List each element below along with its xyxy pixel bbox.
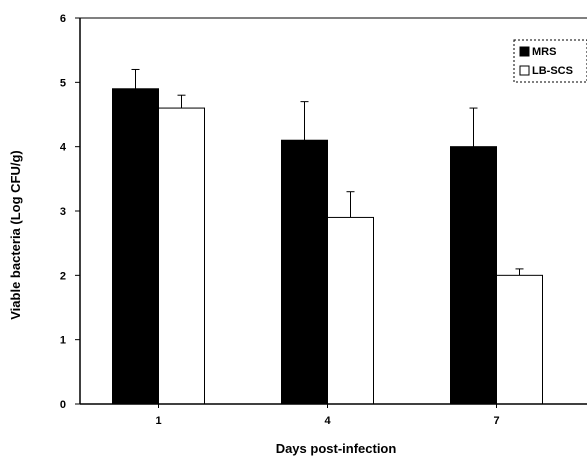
y-tick-label-2: 2	[60, 270, 66, 282]
x-tick-label-7: 7	[493, 415, 499, 427]
y-tick-label-1: 1	[60, 335, 66, 347]
y-axis-title: Viable bacteria (Log CFU/g)	[8, 150, 23, 320]
error-bars-layer	[131, 68, 524, 276]
bar-mrs-day-4	[281, 139, 328, 405]
bar-mrs-day-1	[112, 88, 159, 405]
legend: MRS LB-SCS	[513, 39, 587, 83]
legend-swatch-mrs	[519, 46, 530, 57]
legend-label-mrs: MRS	[532, 46, 556, 58]
bar-mrs-day-7	[450, 146, 497, 405]
y-tick-label-6: 6	[60, 13, 66, 25]
legend-label-lb-scs: LB-SCS	[532, 65, 573, 77]
y-tick-label-4: 4	[60, 142, 67, 154]
y-tick-label-5: 5	[60, 77, 66, 89]
bar-lb-scs-day-1	[158, 107, 205, 405]
bars-layer	[112, 88, 543, 405]
bar-lb-scs-day-4	[327, 216, 374, 405]
x-tick-label-4: 4	[324, 415, 331, 427]
bar-lb-scs-day-7	[496, 274, 543, 405]
legend-swatch-lb-scs	[519, 65, 530, 76]
x-ticks: 1 4 7	[155, 404, 500, 427]
y-ticks: 0 1 2 3 4 5 6	[60, 13, 80, 411]
x-axis-title: Days post-infection	[276, 441, 397, 456]
y-tick-label-3: 3	[60, 206, 66, 218]
x-tick-label-1: 1	[155, 415, 161, 427]
y-tick-label-0: 0	[60, 399, 66, 411]
